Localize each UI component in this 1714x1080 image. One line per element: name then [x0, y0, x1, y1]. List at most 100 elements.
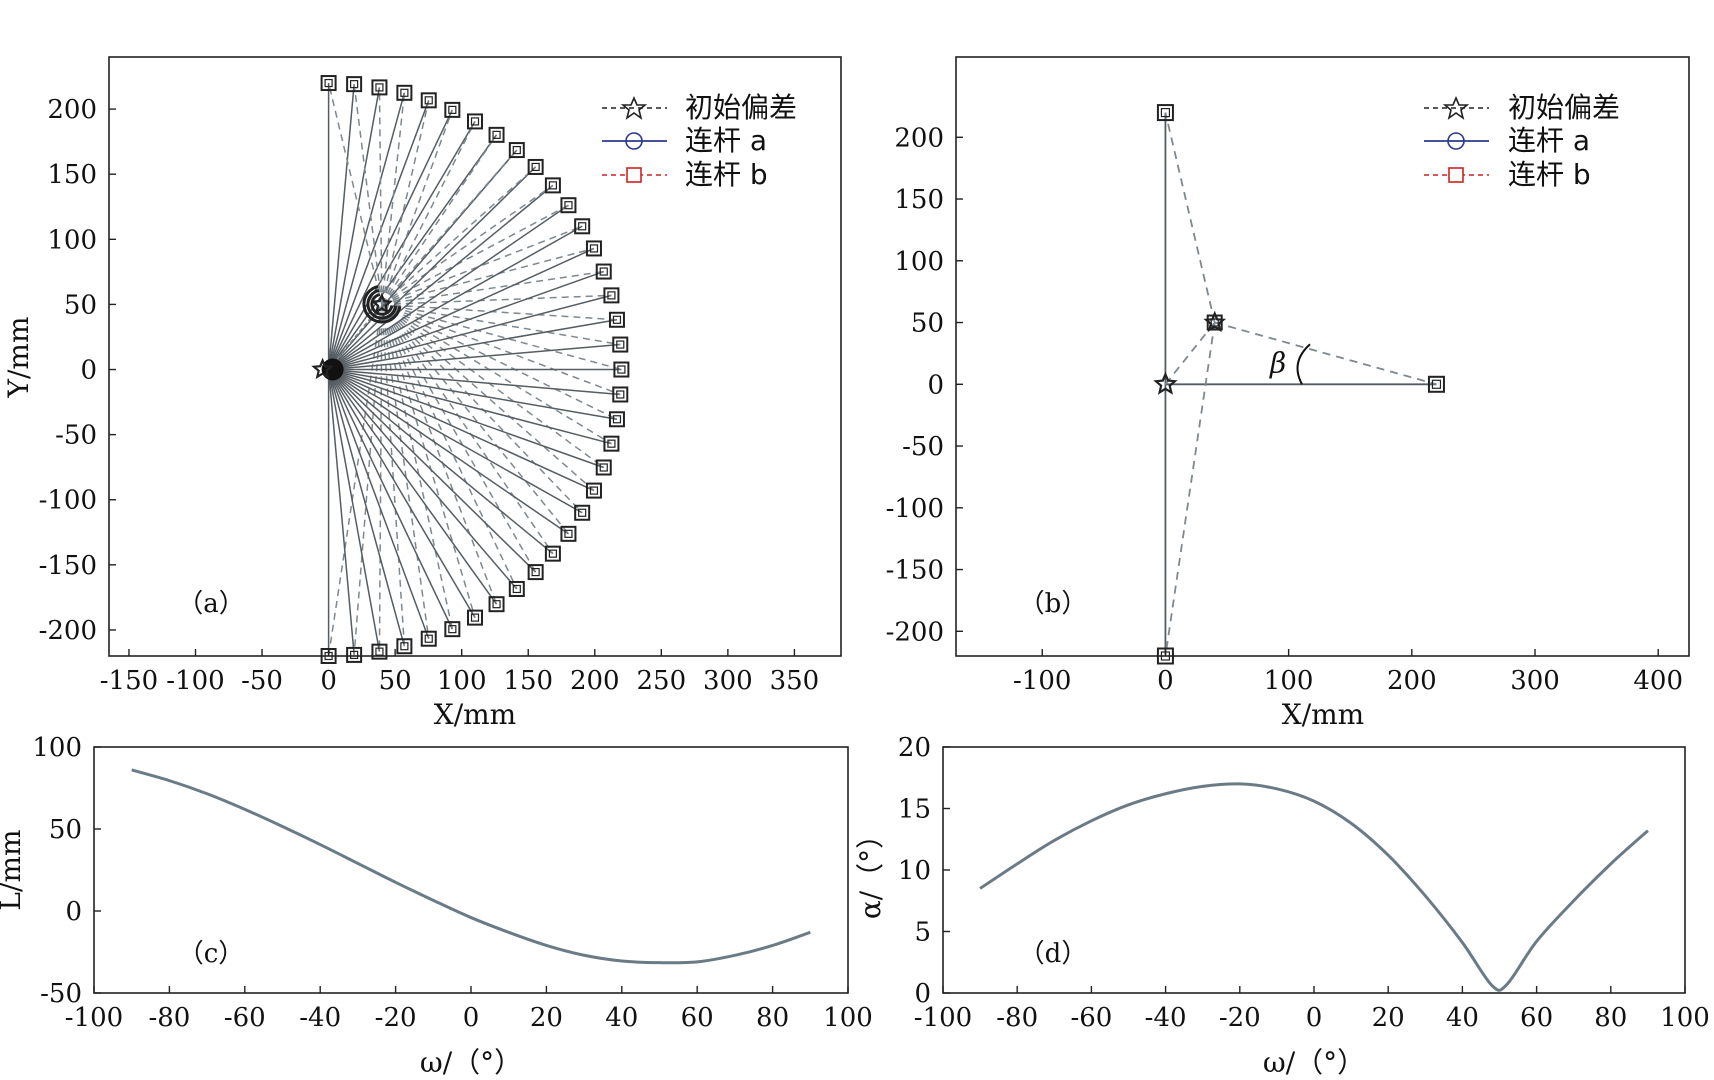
c-x-tick-label: -60	[224, 1003, 266, 1033]
link-end-square-marker-inner	[578, 222, 587, 231]
c-x-tick-label: 20	[530, 1003, 563, 1033]
link-end-square-marker	[574, 504, 591, 521]
b-y-tick-label: 100	[894, 247, 944, 277]
panel-b: -100 0 100 200 300 400 200 150 100 50 0 -50 -100 -15…	[886, 56, 1690, 731]
link-b-line	[381, 100, 430, 305]
panel-c: -100 -80 -60 -40 -20 0 20 40 60 80 100 100 50 0 -50 ω…	[0, 733, 873, 1079]
c-x-tick-label: -100	[65, 1003, 123, 1033]
link-a-line	[327, 369, 430, 639]
link-end-square-marker-inner	[350, 80, 359, 89]
b-y-tick-label: -200	[886, 617, 944, 647]
link-end-square-marker	[420, 630, 437, 647]
legend-item-link-a: 连杆 a	[685, 124, 767, 157]
c-x-tick-label: 40	[605, 1003, 638, 1033]
a-x-tick-label: 250	[637, 666, 687, 696]
link-end-square-marker	[608, 311, 625, 328]
legend-item-link-a: 连杆 a	[1508, 124, 1590, 157]
d-x-ticks: -100 -80 -60 -40 -20 0 20 40 60 80 100	[914, 986, 1710, 1033]
beta-angle-arc	[1296, 343, 1311, 385]
link-a-line	[327, 369, 406, 647]
b-x-tick-label: -100	[1013, 666, 1071, 696]
b-x-ticks: -100 0 100 200 300 400	[1013, 649, 1683, 696]
link-end-square-marker	[612, 336, 629, 353]
legend-item-link-b: 连杆 b	[1508, 158, 1591, 191]
link-end-square-marker-inner	[564, 201, 573, 210]
offset-line	[1164, 321, 1216, 385]
d-x-tick-label: -40	[1145, 1003, 1187, 1033]
link-end-square-marker	[574, 218, 591, 235]
d-y-axis-label: α/（°）	[854, 821, 887, 919]
link-a-line	[328, 368, 583, 514]
d-y-ticks: 20 15 10 5 0	[898, 733, 950, 1009]
link-b-line	[381, 304, 430, 639]
link-end-square-marker	[595, 263, 612, 280]
b-y-tick-label: 50	[911, 309, 944, 339]
link-end-square-marker	[488, 596, 505, 613]
pivot-star-marker	[311, 357, 334, 380]
c-y-tick-label: -50	[40, 979, 82, 1009]
link-a-line	[327, 369, 498, 605]
link-end-square-marker	[527, 564, 544, 581]
a-x-axis-label: X/mm	[434, 698, 516, 731]
link-end-square-marker	[371, 79, 388, 96]
link-b-line	[381, 270, 604, 306]
legend-item-initial: 初始偏差	[1508, 91, 1620, 124]
link-b-line	[381, 303, 605, 469]
c-x-tick-label: -80	[148, 1003, 190, 1033]
link-end-square-marker	[467, 609, 483, 626]
link-a-line	[328, 294, 612, 371]
a-y-tick-label: -100	[39, 486, 97, 516]
link-a-line	[327, 109, 454, 370]
link-a-line	[327, 369, 355, 655]
c-x-tick-label: -40	[299, 1003, 341, 1033]
c-y-axis-label: L/mm	[0, 829, 27, 910]
link-end-square-marker-inner	[492, 600, 501, 609]
legend-circle-icon	[625, 132, 643, 150]
link-a-line	[328, 368, 612, 445]
c-x-ticks: -100 -80 -60 -40 -20 0 20 40 60 80 100	[65, 986, 873, 1033]
b-y-ticks: 200 150 100 50 0 -50 -100 -150 -200	[886, 123, 963, 647]
panel-a: -150 -100 -50 0 50 100 150 200 250 300 350 200 150 1…	[2, 56, 842, 731]
d-y-tick-label: 10	[898, 856, 931, 886]
link-end-square-marker	[371, 643, 388, 660]
a-x-tick-label: 200	[570, 666, 620, 696]
a-x-tick-label: 50	[379, 666, 412, 696]
offset-star-marker	[1203, 310, 1227, 333]
link-end-square-marker-inner	[512, 145, 521, 155]
link-end-square-marker-inner	[470, 613, 480, 622]
link-a-line	[327, 121, 476, 370]
c-x-tick-label: 100	[823, 1003, 873, 1033]
a-y-tick-label: 0	[80, 356, 97, 386]
link-a-line	[327, 87, 381, 370]
link-b-line	[381, 303, 554, 555]
link-b-line	[381, 303, 618, 420]
link-end-square-marker-inner	[492, 130, 501, 139]
link-end-square-marker	[560, 197, 577, 214]
link-end-square-marker	[508, 580, 525, 597]
plot-frame-a	[108, 56, 842, 657]
link-b-line	[381, 304, 476, 618]
offset-arc	[366, 288, 398, 320]
a-y-tick-label: 50	[64, 290, 97, 320]
link-a-line	[327, 369, 476, 619]
link-end-square-marker	[320, 75, 337, 92]
link-end-square-marker	[1156, 104, 1174, 122]
link-end-square-marker-inner	[599, 463, 608, 472]
link-end-square-marker-inner	[448, 105, 457, 114]
b-y-tick-label: 150	[894, 185, 944, 215]
c-panel-tag: （c）	[178, 939, 245, 969]
pivot-star-marker	[1153, 371, 1178, 395]
link-b-line	[381, 184, 554, 306]
link-end-square-marker-inner	[548, 549, 557, 558]
link-a-line	[328, 368, 569, 535]
d-x-tick-label: 60	[1520, 1003, 1553, 1033]
a-y-tick-label: -150	[39, 551, 97, 581]
link-b-line	[381, 109, 454, 305]
link-a-line	[327, 100, 430, 370]
b-legend: 初始偏差 连杆 a 连杆 b	[1424, 91, 1620, 191]
d-x-tick-label: 100	[1660, 1003, 1710, 1033]
b-x-tick-label: 0	[1157, 666, 1174, 696]
link-end-square-marker	[613, 361, 630, 378]
link-a-line	[328, 368, 537, 573]
d-x-tick-label: -20	[1219, 1003, 1261, 1033]
